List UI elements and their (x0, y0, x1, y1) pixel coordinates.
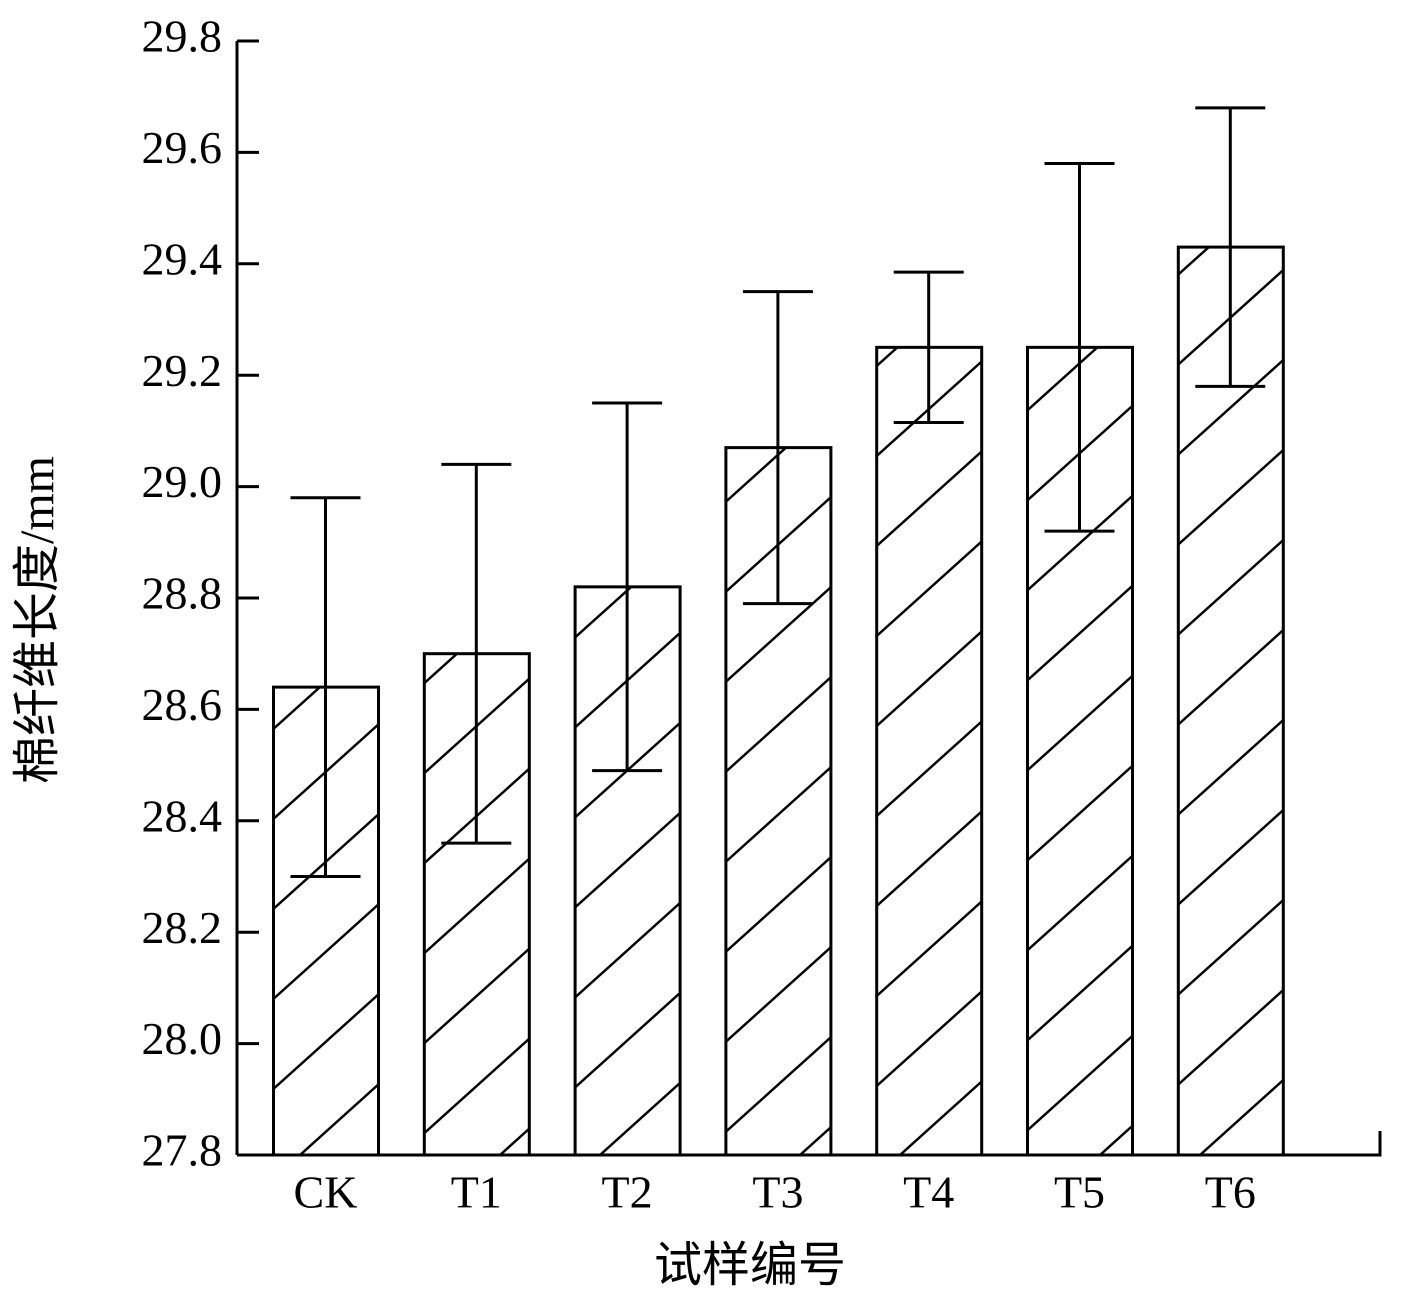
y-tick-label: 29.6 (142, 122, 223, 173)
y-tick-label: 28.4 (142, 790, 223, 841)
y-tick-label: 28.0 (142, 1013, 223, 1064)
x-tick-label: T2 (602, 1167, 653, 1218)
error-bar (441, 462, 512, 845)
x-axis (237, 1131, 1382, 1157)
error-bar (592, 401, 663, 773)
y-tick-label: 29.0 (142, 456, 223, 507)
y-tick-label: 29.8 (142, 11, 223, 62)
bar (875, 345, 984, 1157)
x-axis-label: 试样编号 (654, 1239, 846, 1292)
error-bar (1195, 106, 1266, 388)
error-bar (893, 270, 964, 425)
x-tick-label: CK (294, 1167, 358, 1218)
x-tick-label: T4 (903, 1167, 954, 1218)
y-axis-label: 棉纤维长度/mm (11, 456, 64, 784)
x-tick-label: T1 (451, 1167, 502, 1218)
error-bar (1044, 162, 1115, 533)
y-tick-label: 29.2 (142, 345, 223, 396)
error-bar (290, 496, 361, 878)
x-tick-label: T3 (752, 1167, 803, 1218)
y-tick-label: 28.2 (142, 902, 223, 953)
y-tick-label: 27.8 (142, 1125, 223, 1176)
y-tick-label: 29.4 (142, 233, 223, 284)
error-bar (742, 290, 813, 606)
y-tick-label: 28.8 (142, 568, 223, 619)
x-tick-label: T6 (1205, 1167, 1256, 1218)
x-tick-label: T5 (1054, 1167, 1105, 1218)
bar (1176, 245, 1285, 1157)
y-tick-label: 28.6 (142, 679, 223, 730)
